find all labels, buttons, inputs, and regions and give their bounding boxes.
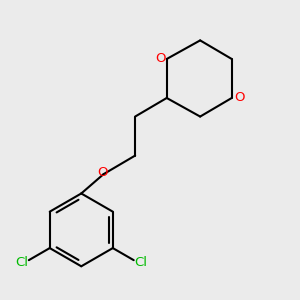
Text: Cl: Cl <box>15 256 28 269</box>
Text: O: O <box>98 166 108 179</box>
Text: Cl: Cl <box>134 256 147 269</box>
Text: O: O <box>155 52 165 65</box>
Text: O: O <box>234 92 244 104</box>
